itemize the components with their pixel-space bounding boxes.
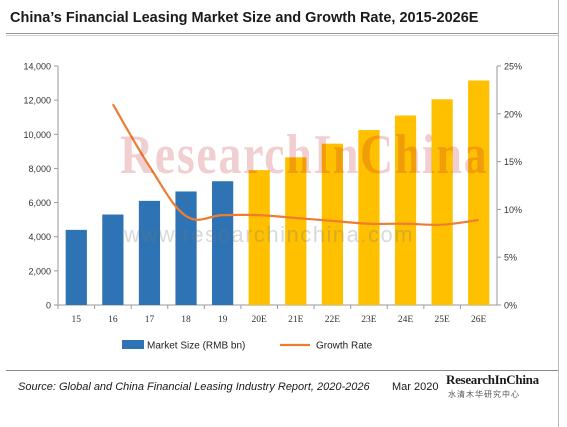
brand-logo: ResearchInChina 水清木华研究中心	[446, 372, 554, 402]
x-tick-label: 24E	[398, 315, 414, 325]
x-tick-label: 21E	[288, 315, 304, 325]
y2-tick-label: 10%	[504, 205, 522, 215]
y-tick-label: 2,000	[28, 266, 51, 276]
y-tick-label: 12,000	[23, 96, 51, 106]
chart-title: China’s Financial Leasing Market Size an…	[10, 10, 479, 26]
y2-tick-label: 0%	[504, 301, 517, 311]
market-size-bar	[102, 214, 124, 305]
x-tick-label: 23E	[361, 315, 377, 325]
y-tick-label: 14,000	[23, 62, 51, 72]
x-tick-label: 15	[72, 315, 82, 325]
footer-divider	[6, 370, 558, 371]
logo-main-text: ResearchInChina	[446, 372, 539, 387]
legend-label-market-size: Market Size (RMB bn)	[147, 341, 245, 352]
logo-text: ResearchInChina	[446, 372, 539, 388]
y2-tick-label: 15%	[504, 157, 522, 167]
watermark-logo-text: ResearchInChina	[120, 124, 489, 186]
growth-rate-line	[111, 103, 479, 226]
forecast-bar	[358, 130, 380, 305]
y-tick-label: 4,000	[28, 232, 51, 242]
x-tick-label: 16	[108, 315, 118, 325]
y2-tick-label: 20%	[504, 109, 522, 119]
source-note: Source: Global and China Financial Leasi…	[18, 381, 370, 393]
chart-plot: 0 2,000 4,000 6,000 8,000 10,000 12,000 14,000 0…	[23, 62, 522, 352]
y-tick-label: 10,000	[23, 130, 51, 140]
x-tick-label: 25E	[434, 315, 450, 325]
forecast-bar	[285, 157, 307, 305]
legend-swatch-market-size	[122, 340, 144, 349]
x-tick-label: 17	[145, 315, 155, 325]
x-tick-label: 22E	[325, 315, 341, 325]
title-divider	[6, 33, 558, 34]
forecast-bar	[431, 99, 453, 306]
y-tick-label: 8,000	[28, 164, 51, 174]
y2-tick-label: 5%	[504, 253, 517, 263]
x-tick-label: 18	[181, 315, 191, 325]
forecast-bar	[468, 80, 490, 305]
publish-date: Mar 2020	[392, 381, 439, 393]
legend-label-growth-rate: Growth Rate	[316, 341, 373, 352]
market-size-bar	[65, 229, 87, 305]
watermark-url: www.researchinchina.com	[124, 222, 415, 247]
logo-subtext: 水清木华研究中心	[448, 390, 520, 399]
x-tick-label: 26E	[471, 315, 487, 325]
x-tick-label: 19	[218, 315, 228, 325]
forecast-bar	[248, 170, 270, 305]
frame-border	[558, 0, 559, 427]
y-tick-label: 0	[46, 301, 51, 311]
market-size-bar	[212, 181, 234, 305]
forecast-bar	[394, 115, 417, 305]
market-size-bar	[138, 200, 161, 305]
x-tick-label: 20E	[252, 315, 268, 325]
y-tick-label: 6,000	[28, 198, 51, 208]
forecast-bar	[321, 143, 343, 305]
title-divider-secondary	[6, 35, 558, 36]
y2-tick-label: 25%	[504, 62, 522, 72]
